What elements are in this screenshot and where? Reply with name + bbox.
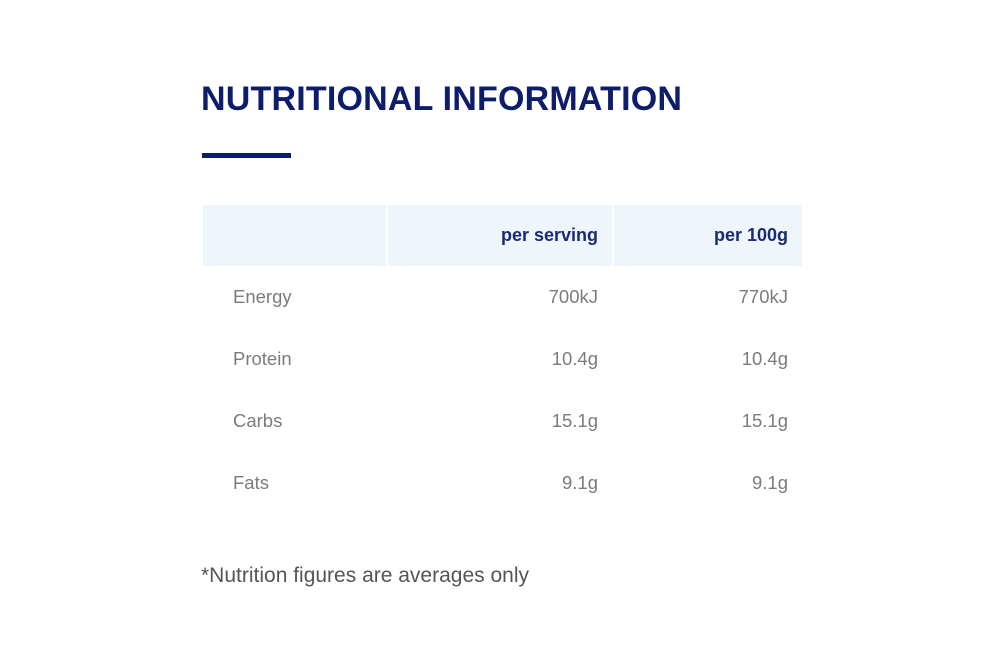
per-100g-value: 10.4g — [741, 348, 788, 369]
footnote: *Nutrition figures are averages only — [201, 564, 530, 587]
table-header-row: per serving per 100g — [203, 205, 802, 266]
per-serving-value: 9.1g — [561, 472, 598, 493]
per-serving-value: 10.4g — [551, 348, 598, 369]
table-row: Protein 10.4g 10.4g — [203, 328, 802, 390]
nutrient-name: Protein — [233, 348, 292, 369]
per-100g-value: 9.1g — [751, 472, 788, 493]
section-title: NUTRITIONAL INFORMATION — [201, 80, 683, 118]
per-serving-value: 15.1g — [551, 410, 598, 431]
nutrient-name: Fats — [233, 472, 269, 493]
header-nutrient — [203, 205, 386, 266]
nutrient-name: Energy — [233, 286, 292, 307]
title-underline — [202, 153, 291, 158]
table-row: Carbs 15.1g 15.1g — [203, 390, 802, 452]
header-per-serving: per serving — [388, 205, 612, 266]
header-per-100g: per 100g — [614, 205, 802, 266]
table-row: Energy 700kJ 770kJ — [203, 266, 802, 328]
per-100g-value: 15.1g — [741, 410, 788, 431]
nutrient-name: Carbs — [233, 410, 283, 431]
table-row: Fats 9.1g 9.1g — [203, 452, 802, 514]
per-100g-value: 770kJ — [738, 286, 788, 307]
per-serving-value: 700kJ — [548, 286, 598, 307]
nutrition-table: per serving per 100g Energy 700kJ 770kJ … — [203, 205, 802, 514]
